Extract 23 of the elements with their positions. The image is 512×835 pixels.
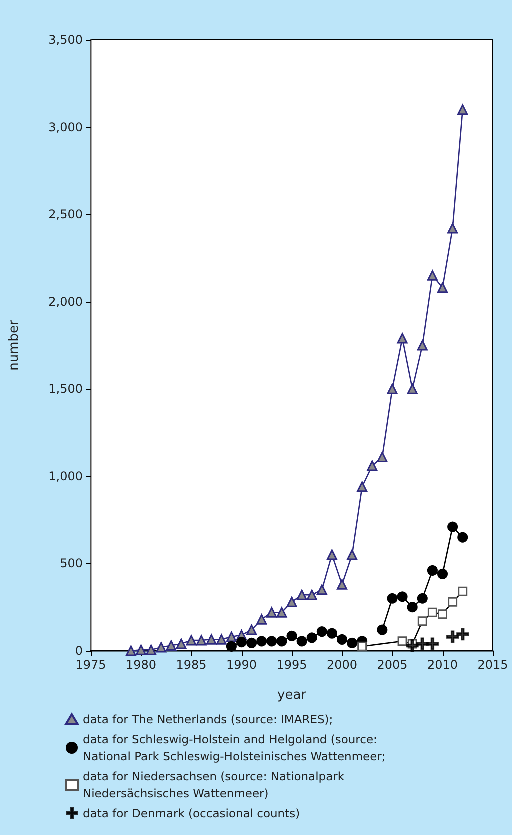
legend-label: data for Niedersachsen (source: Nationalpark Niedersächsisches Wattenmeer) — [83, 770, 348, 800]
x-tick-label: 1975 — [76, 658, 106, 672]
x-tick-label: 1990 — [226, 658, 258, 672]
y-tick-label: 2,000 — [48, 294, 83, 309]
y-tick-label: 2,500 — [48, 208, 83, 222]
x-tick-label: 2015 — [478, 658, 508, 672]
x-tick-label: 1995 — [276, 658, 308, 672]
legend-label: data for The Netherlands (source: IMARES); — [83, 712, 334, 726]
x-tick-label: 2005 — [377, 658, 408, 672]
y-tick-label: 1,500 — [48, 382, 83, 396]
y-tick-label: 3,500 — [48, 33, 83, 47]
x-tick-label: 1980 — [126, 658, 157, 672]
legend-label: data for Schleswig-Holstein and Helgoland (source: National Park Schleswig-Holsteinisches Wattenmeer; — [83, 732, 386, 764]
y-axis-title: number — [7, 319, 22, 371]
x-axis-title: year — [277, 688, 308, 703]
y-tick-label: 0 — [75, 644, 83, 658]
x-tick-label: 1985 — [176, 658, 207, 672]
y-tick-label: 3,000 — [48, 120, 83, 134]
legend-label: data for Denmark (occasional counts) — [83, 806, 300, 820]
x-tick-label: 2000 — [326, 658, 358, 672]
y-tick-label: 1,000 — [48, 469, 83, 484]
y-tick-label: 500 — [60, 556, 83, 571]
x-tick-label: 2010 — [427, 658, 458, 672]
